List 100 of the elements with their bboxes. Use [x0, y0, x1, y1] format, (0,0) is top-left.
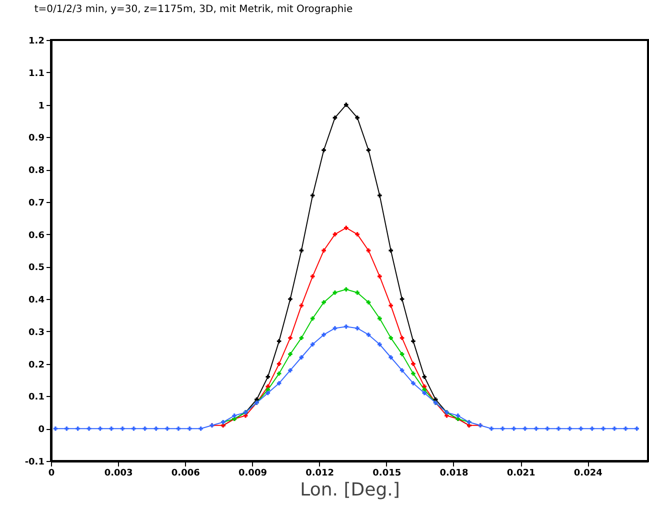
point — [612, 426, 617, 431]
point — [500, 426, 505, 431]
point — [288, 352, 292, 356]
point — [332, 232, 338, 236]
point — [388, 336, 393, 340]
point — [601, 426, 606, 431]
point — [456, 414, 460, 418]
point — [378, 193, 382, 198]
point — [142, 426, 148, 431]
point — [266, 374, 270, 379]
point — [53, 426, 58, 431]
point — [299, 248, 304, 253]
point — [400, 368, 404, 372]
point — [266, 390, 270, 396]
point — [578, 426, 584, 431]
point — [388, 303, 393, 308]
point — [512, 426, 516, 431]
y-tick-label: 0.1 — [28, 392, 44, 403]
point — [355, 116, 360, 120]
point — [332, 290, 338, 295]
point — [388, 355, 393, 360]
point — [332, 326, 338, 330]
point — [411, 362, 416, 366]
y-tick-label: 0.8 — [28, 166, 44, 176]
point — [322, 148, 326, 152]
point — [378, 316, 382, 321]
point — [355, 326, 360, 330]
point — [366, 300, 371, 304]
point — [132, 426, 136, 431]
point — [366, 248, 371, 253]
point — [388, 248, 393, 253]
x-tick-label: 0.009 — [238, 468, 267, 478]
point — [411, 339, 416, 344]
point — [86, 426, 92, 431]
x-tick-label: 0.003 — [104, 468, 133, 478]
point — [310, 342, 315, 347]
point — [232, 414, 236, 418]
y-tick-label: -0.1 — [24, 458, 44, 468]
point — [556, 426, 561, 431]
point — [276, 362, 282, 366]
y-tick-label: 0.7 — [28, 198, 44, 208]
point — [355, 232, 360, 236]
point — [366, 148, 371, 152]
y-tick-label: 1 — [38, 101, 44, 112]
point — [288, 296, 292, 302]
point — [322, 248, 326, 253]
y-tick-label: 0.4 — [28, 296, 44, 306]
x-tick-label: 0.015 — [372, 468, 402, 478]
point — [378, 342, 382, 347]
point — [400, 352, 404, 356]
point — [64, 426, 69, 431]
chart-title: t=0/1/2/3 min, y=30, z=1175m, 3D, mit Metrik, mit Orographie — [34, 4, 353, 15]
point — [332, 116, 338, 120]
point — [109, 426, 114, 431]
point — [188, 426, 192, 431]
point — [422, 390, 427, 396]
point — [76, 426, 80, 431]
y-tick-label: 0.5 — [28, 263, 44, 274]
point — [378, 274, 382, 279]
point — [366, 332, 371, 337]
point — [120, 426, 125, 431]
x-axis-title: Lon. [Deg.] — [300, 480, 400, 500]
point — [422, 374, 427, 379]
point — [98, 426, 102, 431]
point — [299, 303, 304, 308]
y-tick-label: 0.2 — [28, 360, 44, 370]
x-tick-label: 0 — [48, 468, 55, 478]
point — [154, 426, 158, 431]
point — [276, 339, 282, 344]
point — [534, 426, 538, 431]
point — [344, 324, 348, 329]
y-tick-label: 1.1 — [28, 68, 44, 79]
y-tick-label: 0.6 — [28, 230, 44, 241]
x-tick-label: 0.021 — [506, 468, 536, 478]
point — [310, 193, 315, 198]
point — [400, 336, 404, 340]
point — [489, 426, 494, 431]
point — [322, 300, 326, 304]
point — [624, 426, 628, 431]
x-tick-label: 0.012 — [306, 468, 334, 478]
point — [198, 426, 203, 431]
x-tick-label: 0.018 — [440, 468, 468, 478]
point — [400, 296, 404, 302]
point — [165, 426, 170, 431]
y-tick-label: 0.3 — [28, 328, 44, 338]
point — [310, 274, 315, 279]
x-tick-label: 0.006 — [171, 468, 200, 478]
point — [299, 355, 304, 360]
y-tick-label: 0 — [38, 425, 44, 436]
point — [344, 287, 348, 292]
point — [568, 426, 572, 431]
point — [276, 381, 282, 386]
point — [288, 368, 292, 372]
y-tick-label: 0.9 — [28, 134, 44, 144]
point — [344, 226, 348, 230]
point — [411, 371, 416, 376]
x-tick-label: 0.024 — [574, 468, 602, 478]
point — [411, 381, 416, 386]
y-tick-label: 1.2 — [28, 36, 44, 46]
point — [322, 332, 326, 337]
